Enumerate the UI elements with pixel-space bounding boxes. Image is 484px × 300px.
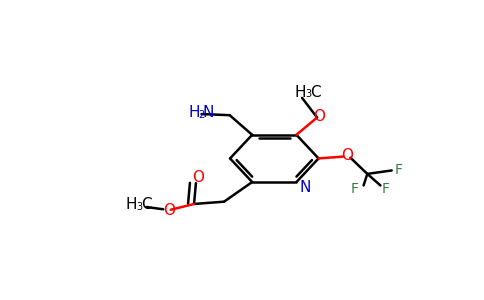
Text: 2: 2 — [198, 110, 205, 120]
Text: F: F — [394, 164, 403, 177]
Text: N: N — [203, 105, 214, 120]
Text: H: H — [294, 85, 306, 100]
Text: O: O — [341, 148, 353, 163]
Text: F: F — [351, 182, 359, 196]
Text: O: O — [192, 170, 204, 185]
Text: O: O — [313, 109, 325, 124]
Text: 3: 3 — [136, 202, 142, 212]
Text: F: F — [381, 182, 389, 196]
Text: H: H — [188, 105, 200, 120]
Text: 3: 3 — [306, 89, 312, 99]
Text: C: C — [141, 197, 151, 212]
Text: H: H — [126, 197, 137, 212]
Text: O: O — [163, 203, 175, 218]
Text: C: C — [310, 85, 320, 100]
Text: N: N — [299, 180, 310, 195]
